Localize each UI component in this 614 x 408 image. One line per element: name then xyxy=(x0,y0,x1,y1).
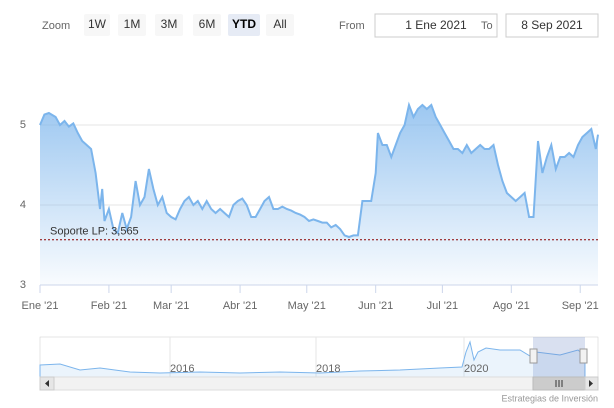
to-value: 8 Sep 2021 xyxy=(521,18,583,32)
thumb-grip xyxy=(555,380,563,387)
to-label: To xyxy=(481,20,493,32)
area-fill xyxy=(40,105,598,285)
navigator-label: 2020 xyxy=(464,363,488,375)
navigator-label: 2018 xyxy=(316,363,340,375)
navigator-mask[interactable] xyxy=(533,337,585,377)
navigator-handle[interactable] xyxy=(579,348,588,364)
navigator-label: 2016 xyxy=(170,363,194,375)
range-button[interactable] xyxy=(266,14,294,36)
y-tick-label: 4 xyxy=(20,199,26,211)
range-button[interactable] xyxy=(118,14,146,36)
from-value: 1 Ene 2021 xyxy=(405,18,467,32)
navigator-series xyxy=(39,340,586,378)
x-tick-label: Feb '21 xyxy=(91,300,127,312)
navigator: 2016 2018 2020 xyxy=(39,336,599,391)
to-input[interactable] xyxy=(505,13,599,38)
y-tick-label: 5 xyxy=(20,119,26,131)
range-button-label: 6M xyxy=(199,17,216,31)
range-button[interactable] xyxy=(228,14,260,36)
x-tick-label: Sep '21 xyxy=(562,300,599,312)
range-button-label: 1W xyxy=(88,17,107,31)
x-tick-label: Ago '21 xyxy=(493,300,530,312)
range-button-label: 3M xyxy=(161,17,178,31)
x-tick-label: Abr '21 xyxy=(223,300,258,312)
range-button[interactable] xyxy=(84,14,110,36)
range-button[interactable] xyxy=(155,14,183,36)
series-line xyxy=(39,101,599,239)
scroll-arrow xyxy=(589,380,593,387)
from-label: From xyxy=(339,20,365,32)
range-button-label: All xyxy=(273,17,286,31)
x-tick-label: Mar '21 xyxy=(153,300,189,312)
range-button-label: 1M xyxy=(124,17,141,31)
y-tick-label: 3 xyxy=(20,279,26,291)
plot-line-label: Soporte LP: 3,565 xyxy=(50,226,139,238)
x-tick-label: Jun '21 xyxy=(358,300,393,312)
zoom-label: Zoom xyxy=(42,20,70,32)
navigator-frame xyxy=(39,336,599,378)
x-tick-label: May '21 xyxy=(288,300,326,312)
x-tick-label: Jul '21 xyxy=(427,300,458,312)
scrollbar-track[interactable] xyxy=(39,376,599,391)
range-button[interactable] xyxy=(193,14,221,36)
from-input[interactable] xyxy=(374,13,498,38)
navigator-handle[interactable] xyxy=(529,348,538,364)
credits: Estrategias de Inversión xyxy=(501,393,598,403)
scroll-arrow xyxy=(45,380,49,387)
range-button-label: YTD xyxy=(232,17,256,31)
x-tick-label: Ene '21 xyxy=(22,300,59,312)
